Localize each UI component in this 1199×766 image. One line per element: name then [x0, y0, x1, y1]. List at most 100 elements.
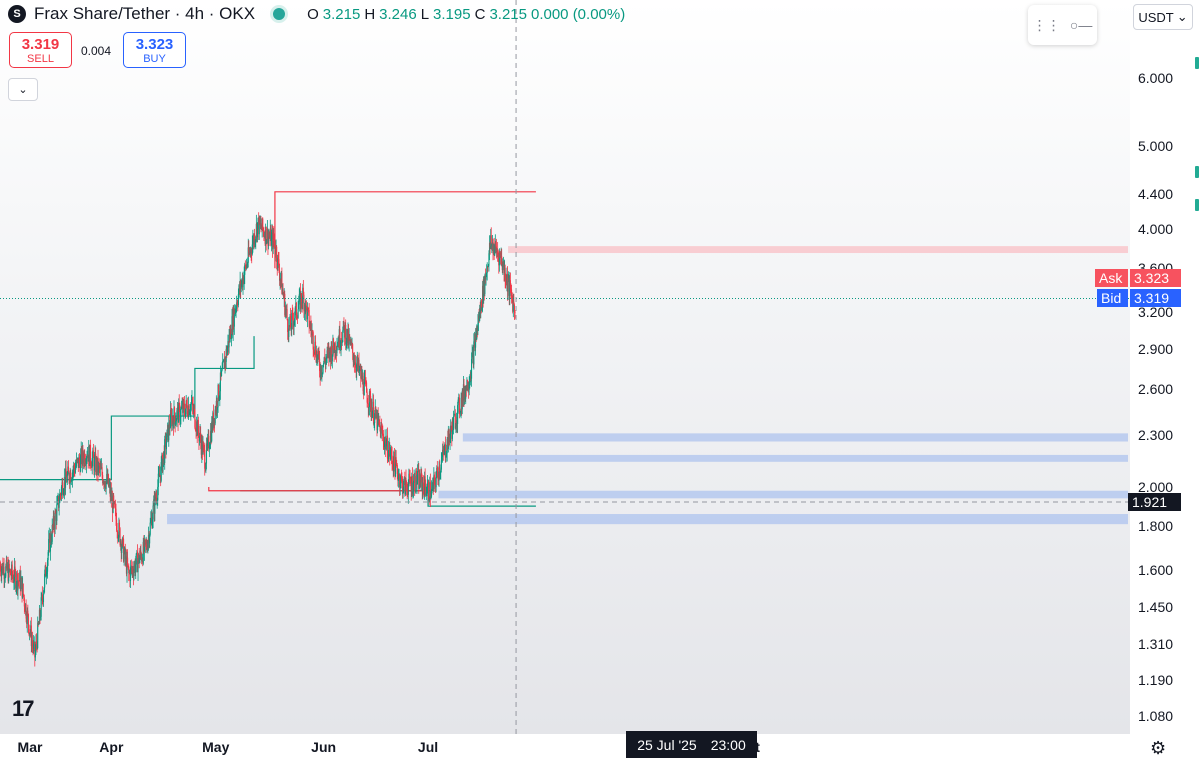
candle-body	[486, 266, 488, 274]
candle-body	[430, 496, 432, 499]
candle-body	[168, 422, 170, 441]
candle-body	[114, 507, 116, 509]
candle-body	[348, 336, 350, 345]
candle-body	[108, 485, 110, 487]
candle-body	[390, 449, 393, 456]
price-chart[interactable]	[0, 0, 1130, 734]
candle-body	[258, 218, 260, 235]
candle-body	[478, 315, 480, 322]
candle-body	[82, 458, 85, 464]
candle-body	[377, 413, 379, 431]
candle-body	[156, 500, 158, 502]
candle-body	[249, 251, 251, 254]
currency-selector[interactable]: USDT ⌄	[1133, 4, 1193, 30]
candle-body	[120, 541, 122, 553]
candle-body	[322, 364, 324, 373]
candle-body	[106, 474, 108, 481]
candle-body	[422, 482, 424, 492]
candle-body	[146, 543, 148, 548]
candle-body	[91, 466, 93, 468]
candle-body	[327, 349, 329, 351]
candle-body	[99, 465, 101, 470]
candle-body	[168, 422, 170, 429]
candle-body	[245, 265, 247, 269]
candle-body	[330, 345, 332, 363]
candle-body	[275, 246, 277, 255]
candle-body	[485, 274, 487, 280]
candle-body	[4, 576, 6, 578]
candle-body	[49, 534, 51, 552]
candle-body	[256, 222, 259, 238]
candle-body	[71, 479, 73, 481]
candle-body	[367, 403, 369, 409]
candle-body	[38, 609, 40, 624]
candle-body	[439, 467, 441, 476]
candle-body	[305, 300, 307, 307]
price-tick-label: 2.300	[1138, 426, 1174, 443]
candle-body	[458, 397, 460, 400]
candle-body	[332, 338, 334, 355]
candle-body	[511, 296, 513, 300]
horizontal-line-icon[interactable]: ○—	[1069, 17, 1093, 33]
chart-area[interactable]	[0, 0, 1130, 734]
symbol-title[interactable]: Frax Share/Tether · 4h · OKX	[34, 4, 256, 23]
candle-body	[164, 437, 166, 440]
candle-body	[512, 299, 514, 312]
candle-body	[33, 643, 35, 649]
candle-body	[27, 614, 29, 626]
candle-body	[295, 302, 297, 308]
candle-body	[73, 465, 75, 469]
candle-body	[388, 450, 390, 459]
candle-body	[109, 484, 111, 486]
candle-body	[374, 413, 376, 424]
drawing-tool-card[interactable]: ⋮⋮ ○—	[1028, 5, 1097, 45]
candle-body	[483, 276, 485, 301]
candle-body	[216, 400, 218, 410]
candle-body	[177, 407, 179, 423]
candle-body	[112, 495, 114, 513]
candle-body	[84, 463, 86, 464]
candle-body	[189, 412, 191, 415]
candle-body	[274, 248, 277, 255]
candle-body	[6, 559, 8, 570]
alert-marker[interactable]	[1195, 199, 1199, 211]
gear-icon[interactable]: ⚙	[1150, 738, 1167, 758]
time-axis[interactable]: MarAprMayJunJulSepOct	[0, 734, 1199, 766]
candle-body	[183, 403, 185, 412]
collapse-toggle-button[interactable]: ⌄	[8, 78, 38, 101]
market-open-icon	[273, 8, 286, 20]
candle-body	[194, 409, 196, 428]
candle-body	[310, 329, 313, 336]
candle-body	[407, 492, 409, 495]
alert-marker[interactable]	[1195, 166, 1199, 178]
candle-body	[209, 445, 211, 449]
candle-body	[46, 571, 48, 574]
candle-body	[390, 449, 392, 454]
candle-body	[166, 429, 168, 443]
candle-body	[102, 482, 104, 484]
candle-body	[331, 354, 333, 362]
candle-body	[278, 259, 280, 271]
drag-handle-icon[interactable]: ⋮⋮	[1032, 16, 1061, 33]
candle-body	[117, 537, 119, 539]
candle-body	[234, 308, 236, 314]
candle-body	[150, 519, 152, 523]
candle-body	[232, 316, 234, 333]
candle-body	[413, 476, 415, 481]
price-axis[interactable]: 7.0006.0005.0004.4004.0003.6003.2002.900…	[1130, 0, 1199, 734]
price-tick-label: 2.000	[1138, 478, 1174, 495]
candle-body	[122, 538, 124, 540]
support-zone	[459, 454, 1128, 462]
tradingview-logo[interactable]: 17	[12, 696, 35, 721]
candle-body	[35, 641, 37, 651]
price-tick-label: 1.080	[1138, 708, 1174, 725]
candle-body	[493, 245, 495, 256]
candle-body	[69, 472, 71, 485]
alert-marker[interactable]	[1195, 57, 1199, 69]
candle-body	[17, 580, 19, 591]
sell-button[interactable]: 3.319 SELL	[9, 32, 72, 68]
buy-button[interactable]: 3.323 BUY	[123, 32, 186, 68]
candle-body	[13, 581, 15, 583]
structure-line	[208, 486, 432, 492]
candle-body	[226, 349, 228, 356]
